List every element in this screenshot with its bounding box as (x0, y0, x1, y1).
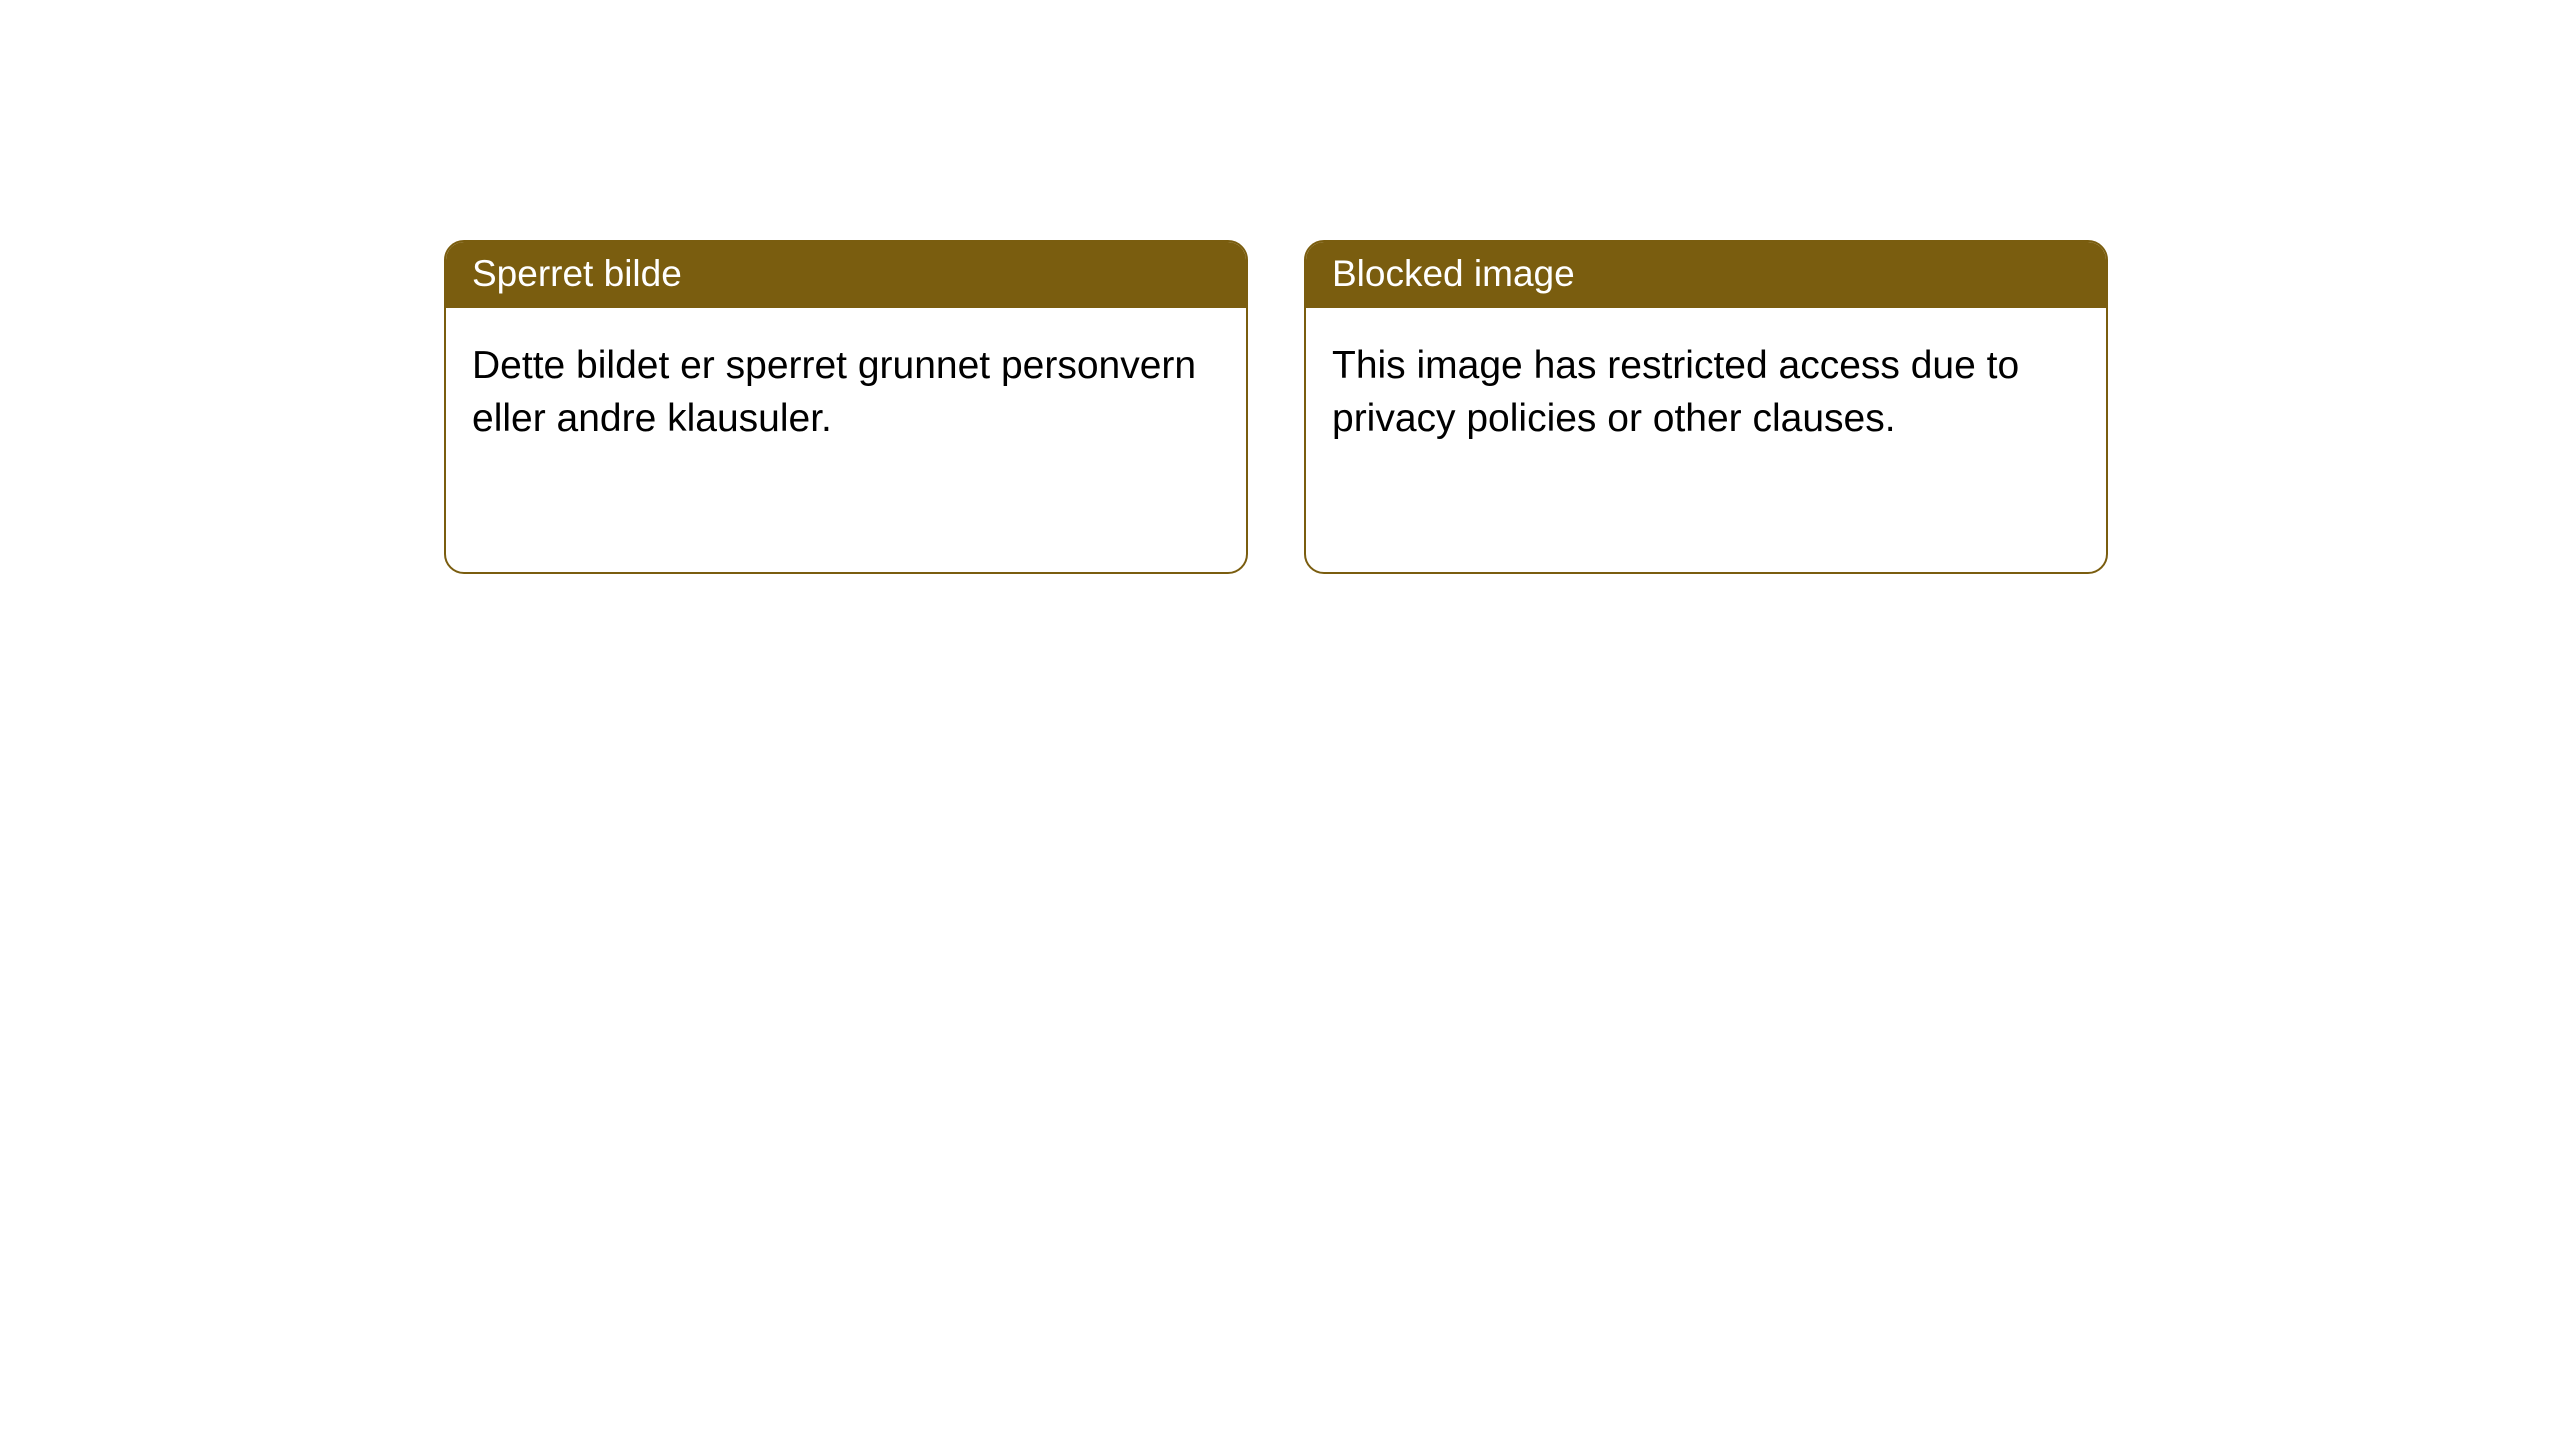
card-body-text: Dette bildet er sperret grunnet personve… (472, 344, 1196, 440)
card-body: This image has restricted access due to … (1306, 308, 2106, 477)
notice-cards-container: Sperret bilde Dette bildet er sperret gr… (0, 0, 2560, 574)
card-header: Blocked image (1306, 242, 2106, 308)
card-title: Sperret bilde (472, 253, 682, 294)
card-body-text: This image has restricted access due to … (1332, 344, 2019, 440)
card-title: Blocked image (1332, 253, 1575, 294)
notice-card-norwegian: Sperret bilde Dette bildet er sperret gr… (444, 240, 1248, 574)
card-header: Sperret bilde (446, 242, 1246, 308)
card-body: Dette bildet er sperret grunnet personve… (446, 308, 1246, 477)
notice-card-english: Blocked image This image has restricted … (1304, 240, 2108, 574)
